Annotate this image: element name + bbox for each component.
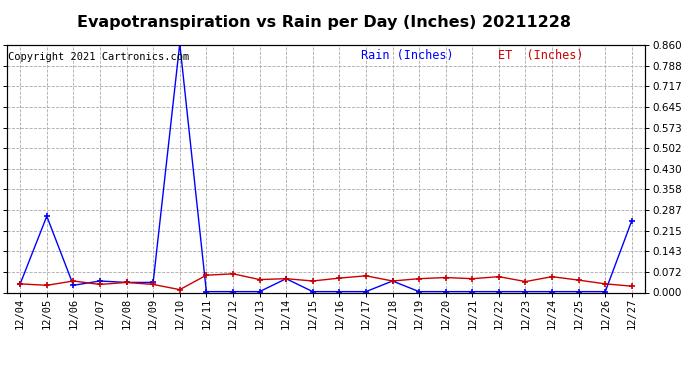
Text: Evapotranspiration vs Rain per Day (Inches) 20211228: Evapotranspiration vs Rain per Day (Inch… (77, 15, 571, 30)
Text: Copyright 2021 Cartronics.com: Copyright 2021 Cartronics.com (8, 53, 190, 62)
Text: Rain (Inches): Rain (Inches) (361, 49, 454, 62)
Text: ET  (Inches): ET (Inches) (498, 49, 584, 62)
